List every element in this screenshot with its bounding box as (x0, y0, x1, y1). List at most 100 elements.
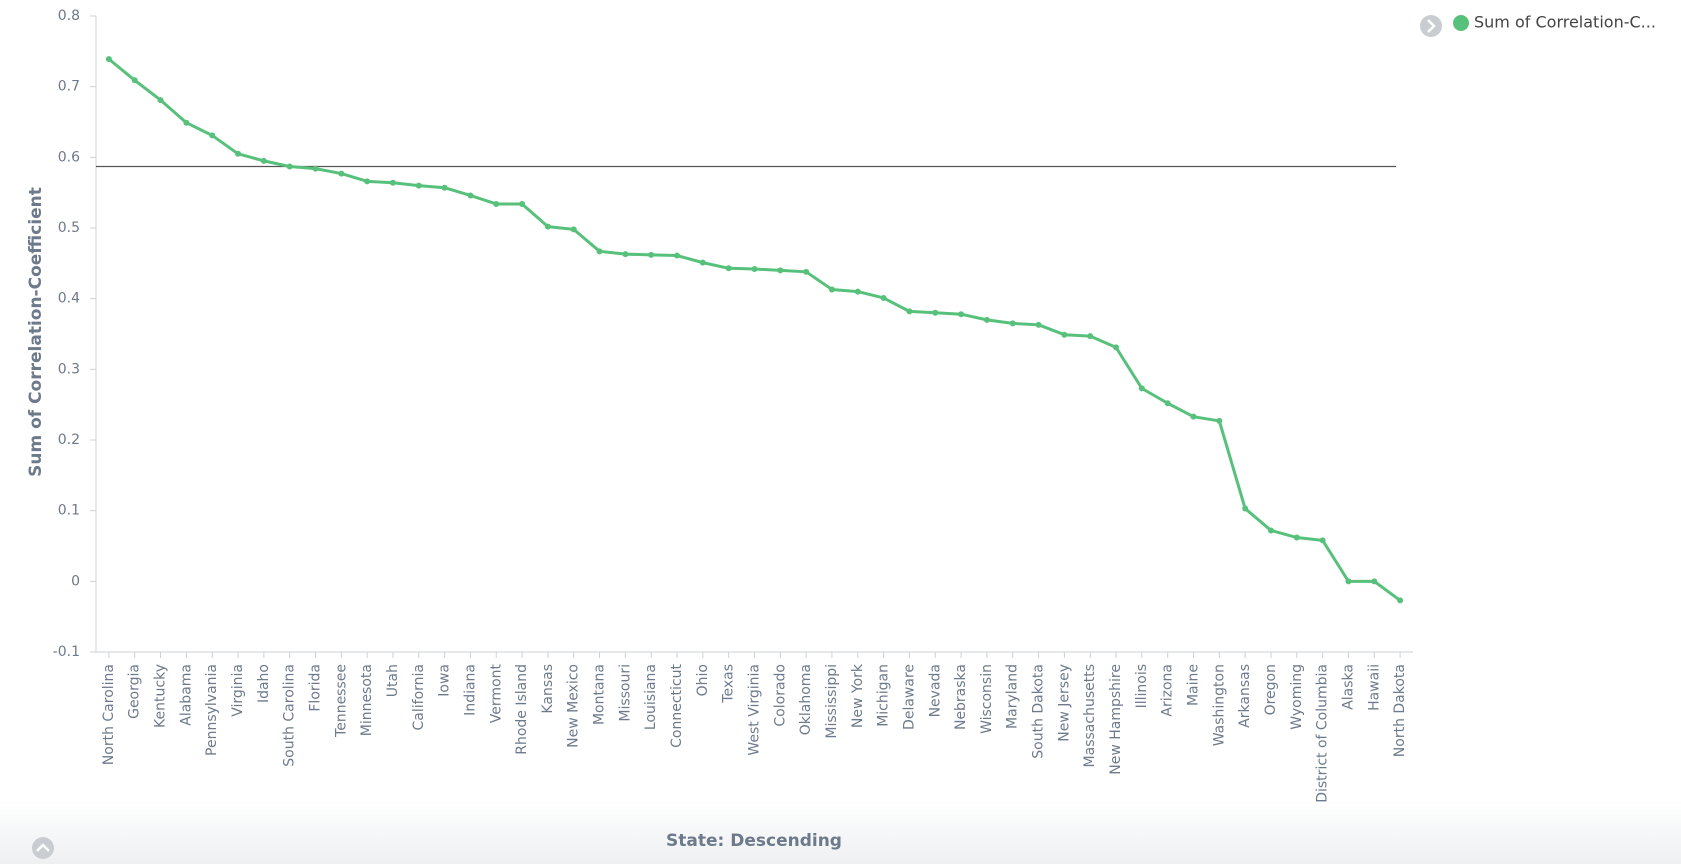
x-tick-label: Arizona (1160, 664, 1176, 717)
x-tick-label: North Carolina (101, 664, 117, 765)
x-tick-label: Nebraska (953, 664, 969, 730)
point (1138, 385, 1145, 392)
x-tick-label: Colorado (772, 664, 788, 727)
point (622, 251, 629, 258)
point (338, 170, 345, 177)
x-tick-label: Rhode Island (514, 664, 530, 755)
x-tick-label: Georgia (127, 664, 143, 719)
x-tick-label: Oklahoma (798, 664, 814, 735)
point (880, 294, 887, 301)
y-tick-label: 0 (71, 573, 80, 589)
point (312, 165, 319, 172)
x-axis-title: State: Descending (666, 831, 842, 851)
point (674, 252, 681, 259)
point (467, 192, 474, 199)
y-tick-label: 0.7 (58, 79, 80, 95)
point (364, 178, 371, 185)
x-tick-label: Alaska (1340, 664, 1356, 710)
legend-label: Sum of Correlation-C... (1474, 13, 1656, 32)
x-tick-label: Alabama (178, 664, 194, 726)
x-tick-label: New Jersey (1056, 664, 1072, 742)
x-tick-label: California (411, 664, 427, 730)
x-tick-label: South Carolina (282, 664, 298, 767)
point (725, 265, 732, 272)
x-tick-label: Wyoming (1289, 664, 1305, 730)
point (751, 265, 758, 272)
point (1397, 597, 1404, 604)
x-tick-label: Idaho (256, 664, 272, 703)
point (1345, 578, 1352, 585)
point (1087, 333, 1094, 340)
x-tick-label: Wisconsin (979, 664, 995, 734)
point (235, 150, 242, 157)
point (286, 163, 293, 170)
y-tick-label: 0.2 (58, 432, 80, 448)
point (1113, 344, 1120, 351)
point (1164, 400, 1171, 407)
point (1371, 578, 1378, 585)
point (1293, 534, 1300, 541)
point (906, 308, 913, 315)
point (1009, 320, 1016, 327)
x-tick-label: Washington (1211, 664, 1227, 746)
point (777, 267, 784, 274)
point (596, 248, 603, 255)
point (1242, 505, 1249, 512)
y-tick-label: 0.3 (58, 361, 80, 377)
x-tick-label: West Virginia (747, 664, 763, 756)
point (389, 179, 396, 186)
x-tick-label: New Mexico (566, 664, 582, 748)
x-tick-label: Kentucky (153, 664, 169, 728)
x-tick-label: Connecticut (669, 663, 685, 747)
x-tick-label: Mississippi (824, 664, 840, 739)
point (1216, 417, 1223, 424)
y-tick-label: 0.4 (58, 291, 80, 307)
point (958, 311, 965, 318)
legend-toggle[interactable] (1420, 15, 1442, 37)
x-tick-label: Massachusetts (1082, 664, 1098, 767)
point (105, 56, 112, 63)
point (828, 286, 835, 293)
point (157, 97, 164, 104)
x-tick-label: Iowa (437, 664, 453, 697)
x-tick-label: Michigan (876, 664, 892, 727)
y-tick-label: 0.8 (58, 8, 80, 24)
x-tick-label: North Dakota (1392, 664, 1408, 757)
collapse-button[interactable] (32, 837, 54, 859)
point (648, 251, 655, 258)
x-tick-label: Illinois (1134, 664, 1150, 708)
x-tick-label: Pennsylvania (204, 664, 220, 756)
point (803, 268, 810, 275)
x-tick-label: Missouri (617, 664, 633, 722)
x-tick-label: Minnesota (359, 664, 375, 736)
x-tick-label: Utah (385, 664, 401, 697)
x-tick-label: New York (850, 663, 866, 728)
x-tick-label: Maine (1186, 664, 1202, 706)
x-tick-label: Virginia (230, 664, 246, 717)
x-tick-label: Indiana (462, 664, 478, 716)
x-tick-label: Vermont (488, 663, 504, 723)
y-axis-title: Sum of Correlation-Coefficient (26, 187, 46, 477)
point (699, 259, 706, 266)
point (183, 119, 190, 126)
x-tick-label: Tennessee (333, 664, 349, 738)
x-tick-label: Montana (592, 664, 608, 725)
point (1319, 537, 1326, 544)
point (544, 223, 551, 230)
x-tick-label: Maryland (1005, 664, 1021, 729)
point (1190, 413, 1197, 420)
point (570, 226, 577, 233)
point (441, 184, 448, 191)
point (1267, 527, 1274, 534)
y-tick-label: 0.1 (58, 503, 80, 519)
point (1061, 331, 1068, 338)
point (854, 288, 861, 295)
y-tick-label: 0.5 (58, 220, 80, 236)
x-tick-label: Oregon (1263, 664, 1279, 715)
point (493, 200, 500, 207)
point (131, 77, 138, 84)
y-tick-label: 0.6 (58, 149, 80, 165)
point (983, 316, 990, 323)
point (209, 132, 216, 139)
